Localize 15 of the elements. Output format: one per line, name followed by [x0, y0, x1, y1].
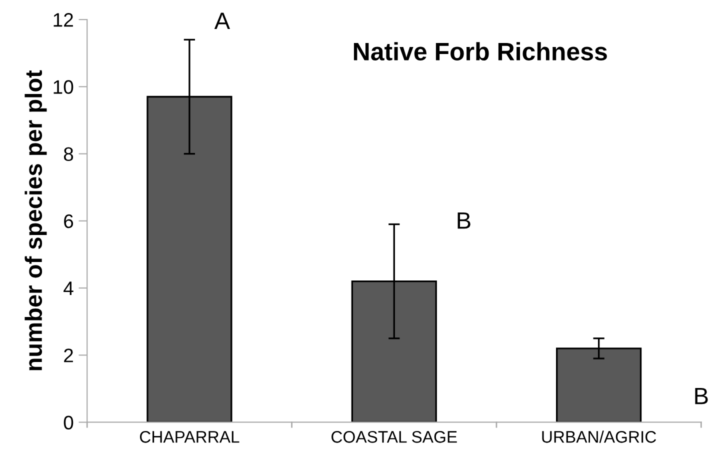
text: Native Forb Richness	[354, 42, 607, 61]
annotation: B	[695, 388, 708, 404]
x-tick-label: CHAPARRAL	[140, 431, 240, 443]
y-tick-label: 6	[64, 214, 74, 228]
y-tick-label: 10	[54, 80, 74, 94]
annotation: A	[214, 12, 230, 30]
x-tick-label: COASTAL SAGE	[332, 431, 457, 443]
x-tick-label: URBAN/AGRIC	[542, 430, 656, 443]
annotation: B	[458, 212, 470, 229]
y-axis-title: number of species per plot	[24, 70, 47, 370]
y-tick-label: 8	[64, 147, 74, 162]
y-tick-label: 0	[64, 416, 74, 430]
y-tick-label: 2	[64, 348, 73, 362]
y-tick-label: 12	[54, 13, 73, 27]
y-tick-label: 4	[64, 282, 74, 296]
